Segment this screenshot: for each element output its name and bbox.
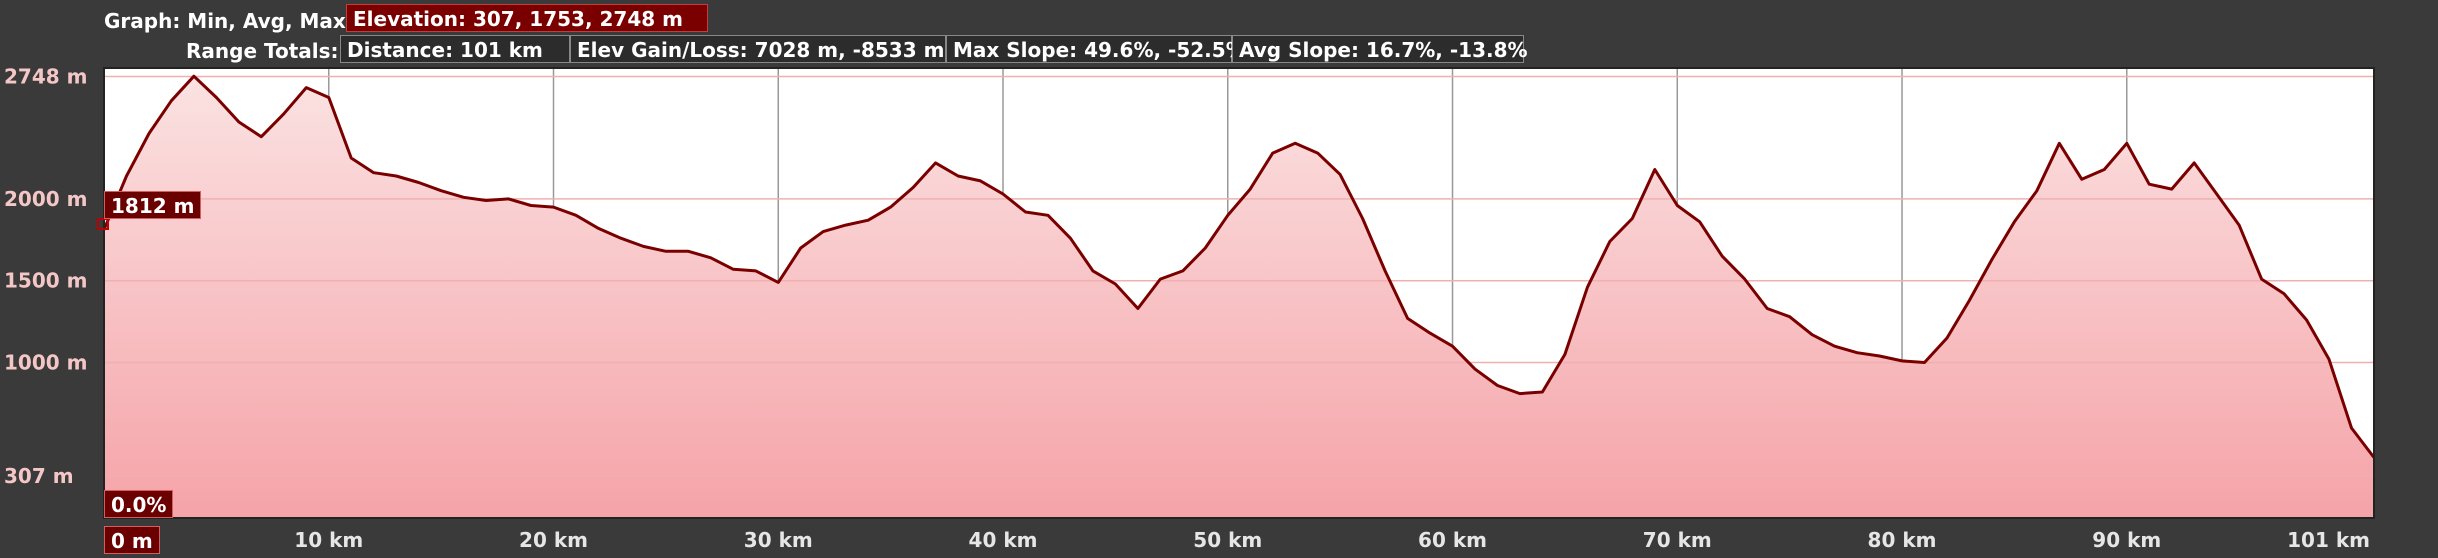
range-totals-label: Range Totals: (186, 39, 339, 63)
elev-gain-loss-stat: Elev Gain/Loss: 7028 m, -8533 m (570, 35, 946, 63)
x-tick-label: 80 km (1868, 528, 1937, 552)
x-tick-label: 90 km (2092, 528, 2161, 552)
y-tick-label: 2748 m (4, 65, 87, 89)
y-tick-label: 1000 m (4, 351, 87, 375)
x-tick-label: 30 km (744, 528, 813, 552)
distance-stat: Distance: 101 km (340, 35, 570, 63)
avg-slope-stat: Avg Slope: 16.7%, -13.8% (1232, 35, 1528, 63)
x-tick-label: 70 km (1643, 528, 1712, 552)
max-slope-stat: Max Slope: 49.6%, -52.5% (946, 35, 1246, 63)
x-tick-label: 60 km (1418, 528, 1487, 552)
cursor-slope-label: 0.0% (104, 490, 174, 518)
x-tick-label: 20 km (519, 528, 588, 552)
elevation-stat: Elevation: 307, 1753, 2748 m (346, 4, 708, 32)
y-tick-label: 1500 m (4, 269, 87, 293)
x-tick-label: 101 km (2287, 528, 2370, 552)
x-tick-label: 40 km (969, 528, 1038, 552)
x-tick-label: 50 km (1193, 528, 1262, 552)
cursor-distance-label: 0 m (104, 526, 160, 554)
x-tick-label: 10 km (294, 528, 363, 552)
plot-frame (103, 67, 2375, 519)
cursor-marker[interactable] (97, 218, 109, 230)
elevation-area (104, 76, 2374, 518)
y-tick-label: 2000 m (4, 187, 87, 211)
y-tick-label: 307 m (4, 464, 74, 488)
graph-label: Graph: Min, Avg, Max (104, 9, 346, 33)
elevation-series-line (102, 74, 2376, 459)
cursor-elevation-label: 1812 m (104, 191, 202, 219)
